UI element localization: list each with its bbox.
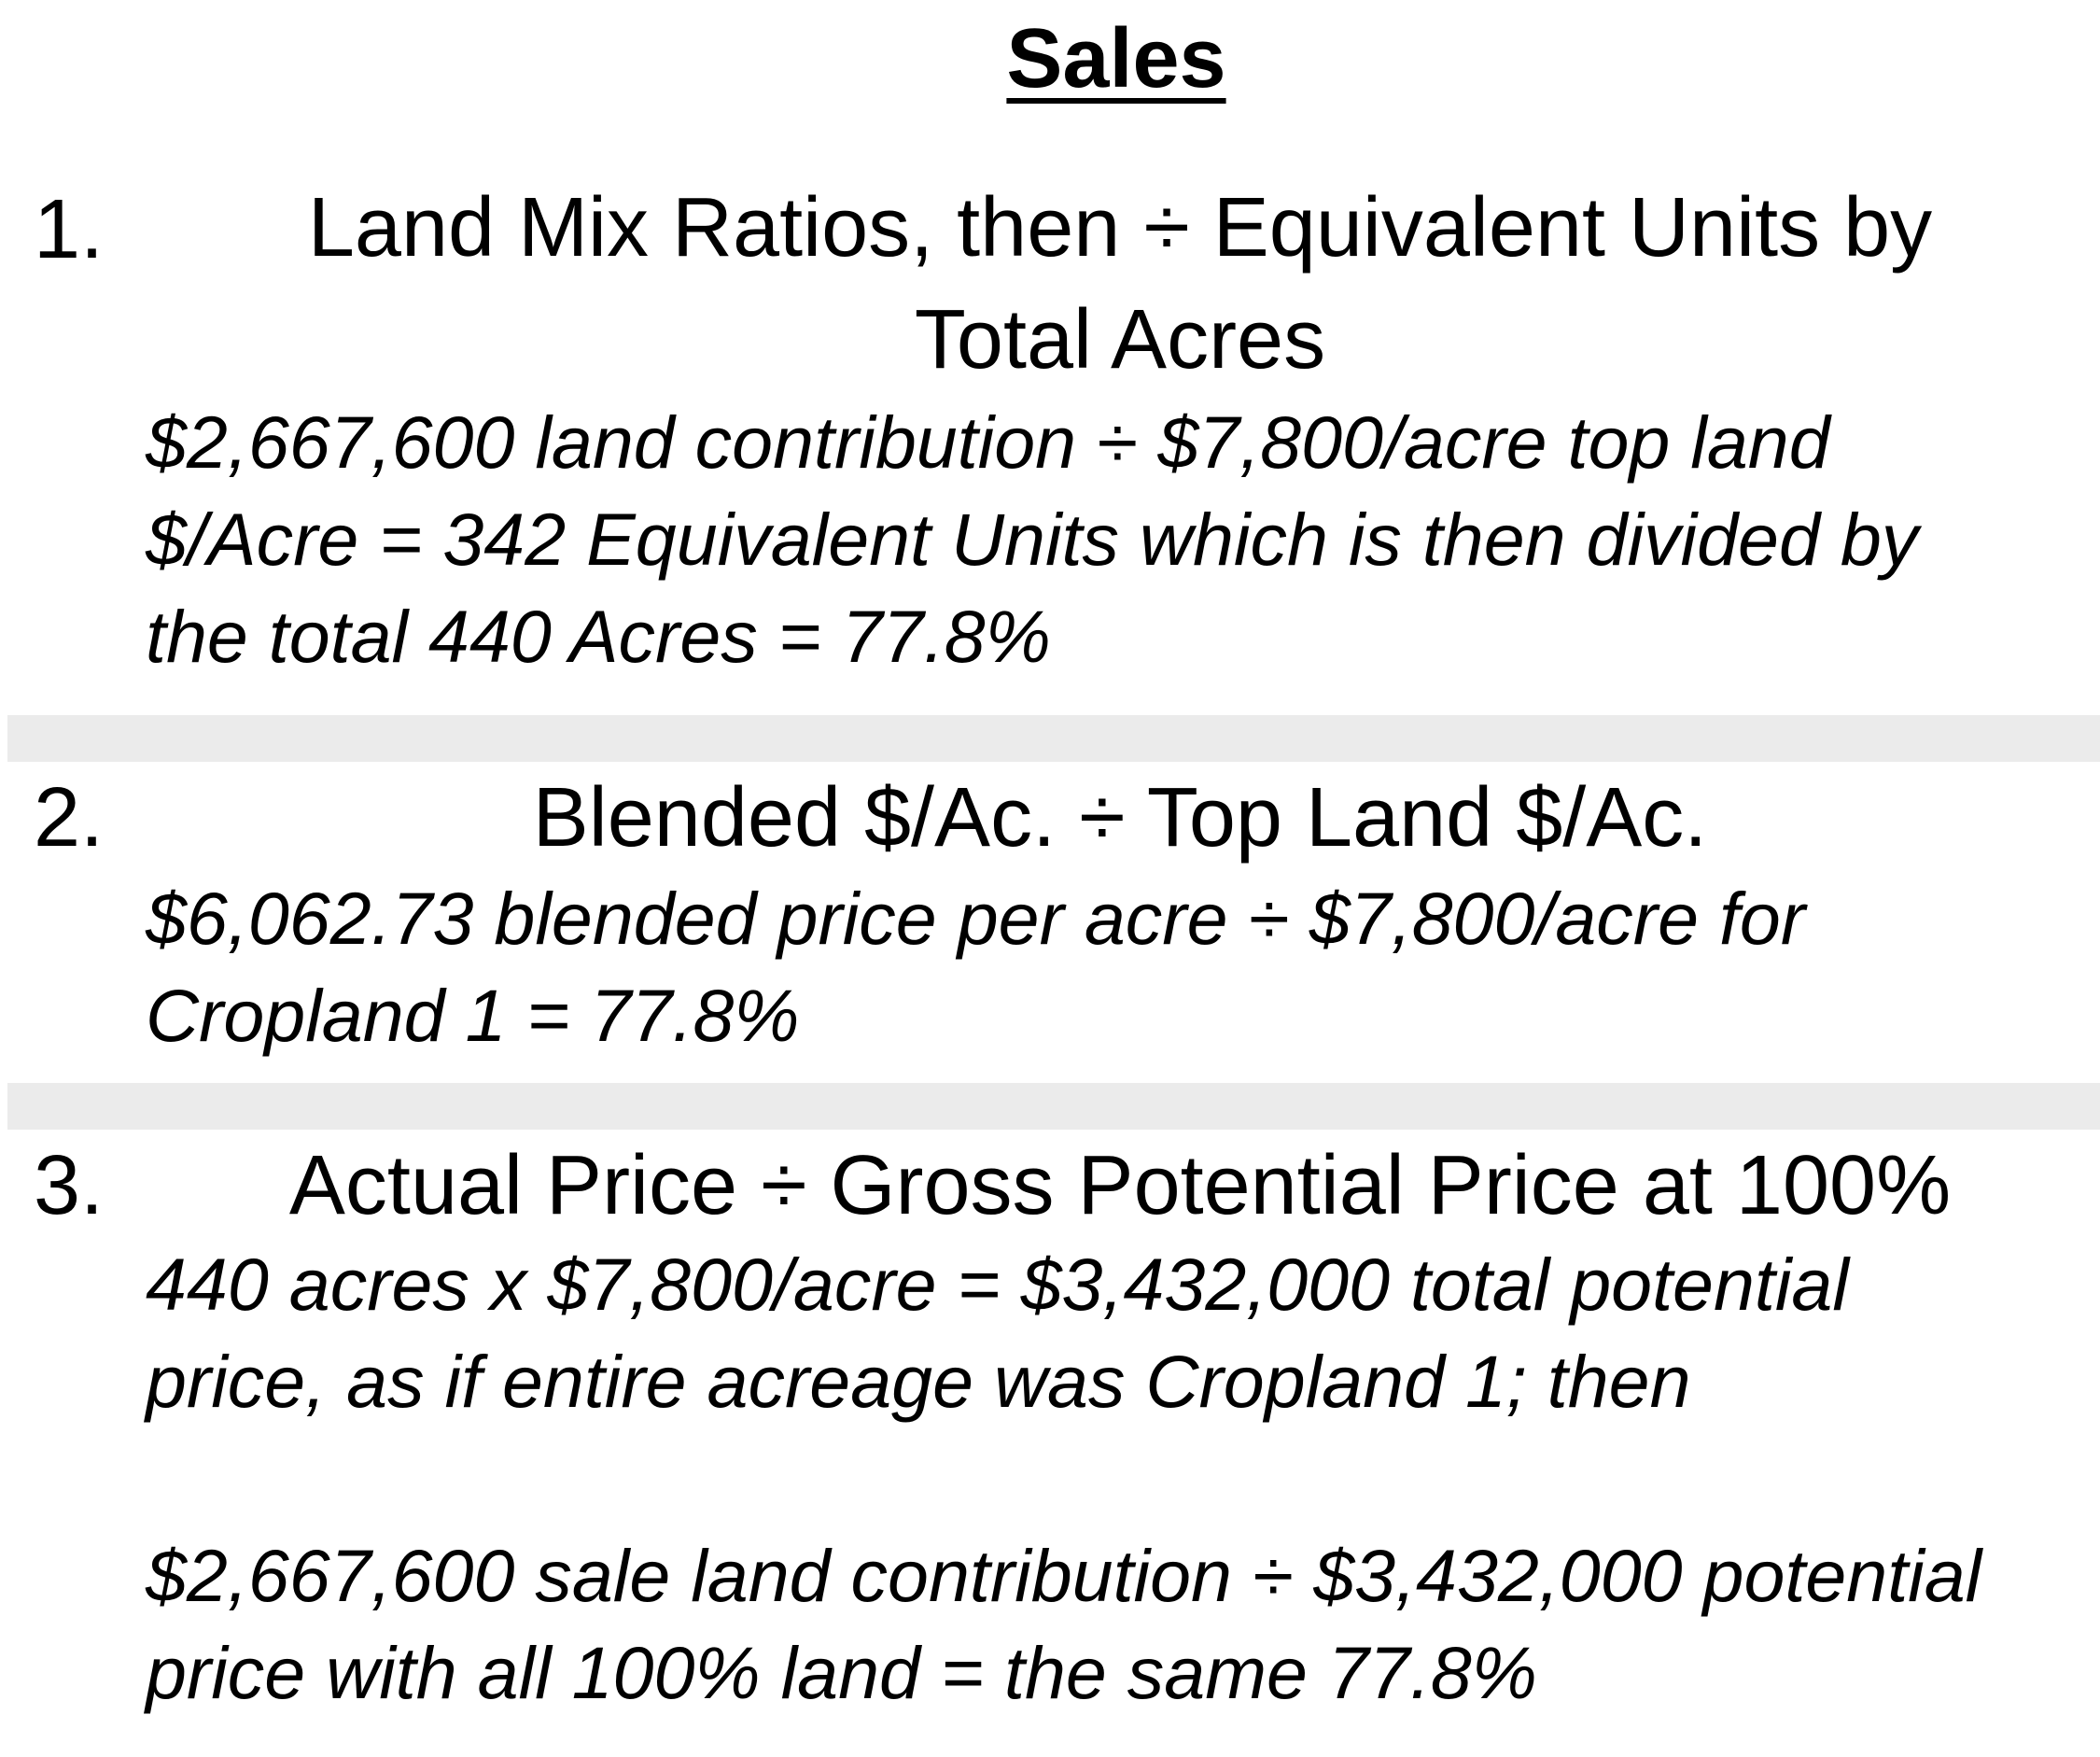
item-3-number: 3. [34, 1139, 105, 1232]
item-3-body-line2: price, as if entire acreage was Cropland… [146, 1340, 1691, 1423]
item-1-body-line2: $/Acre = 342 Equivalent Units which is t… [146, 498, 1919, 581]
item-1-heading-line1: Land Mix Ratios, then ÷ Equivalent Units… [307, 181, 1933, 274]
section-separator-1 [7, 715, 2100, 762]
item-1-heading: Land Mix Ratios, then ÷ Equivalent Units… [233, 172, 2007, 396]
item-2-body-line1: $6,062.73 blended price per acre ÷ $7,80… [146, 877, 1806, 960]
page-title: Sales [1006, 12, 1226, 105]
item-3-heading: Actual Price ÷ Gross Potential Price at … [288, 1139, 1952, 1232]
item-1-body-line1: $2,667,600 land contribution ÷ $7,800/ac… [146, 401, 1830, 484]
item-3-body-line4: price with all 100% land = the same 77.8… [146, 1631, 1537, 1714]
item-1-body: $2,667,600 land contribution ÷ $7,800/ac… [146, 394, 1918, 685]
item-1-heading-line2: Total Acres [914, 293, 1326, 387]
item-1-body-line3: the total 440 Acres = 77.8% [146, 595, 1051, 678]
item-2-heading: Blended $/Ac. ÷ Top Land $/Ac. [532, 771, 1708, 864]
item-2-number: 2. [34, 771, 105, 864]
item-3-body-line3: $2,667,600 sale land contribution ÷ $3,4… [146, 1534, 1982, 1617]
item-3-body: 440 acres x $7,800/acre = $3,432,000 tot… [146, 1236, 1981, 1722]
item-2-body: $6,062.73 blended price per acre ÷ $7,80… [146, 870, 1805, 1064]
item-1-number: 1. [34, 183, 105, 276]
item-3-body-spacer [146, 1430, 1981, 1527]
section-separator-2 [7, 1083, 2100, 1130]
item-2-body-line2: Cropland 1 = 77.8% [146, 974, 800, 1057]
item-3-body-line1: 440 acres x $7,800/acre = $3,432,000 tot… [146, 1243, 1849, 1326]
